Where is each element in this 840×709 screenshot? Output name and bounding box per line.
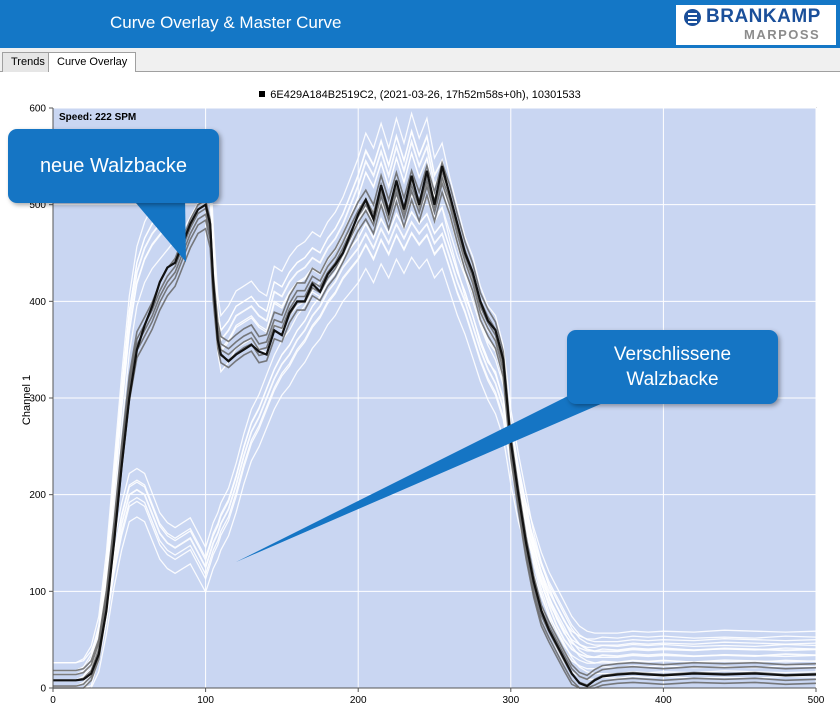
- callout-worn-pointer: [236, 390, 610, 562]
- overlay-curve-white: [53, 210, 817, 676]
- overlay-curve-dark: [53, 160, 817, 677]
- legend-label: 6E429A184B2519C2, (2021-03-26, 17h52m58s…: [270, 89, 581, 101]
- y-tick-label: 400: [29, 297, 46, 308]
- tab-trends[interactable]: Trends: [2, 52, 54, 72]
- x-tick-label: 300: [502, 695, 519, 706]
- legend-marker-icon: [259, 91, 266, 97]
- x-tick-label: 400: [655, 695, 672, 706]
- overlay-curve-dark: [53, 180, 817, 689]
- y-tick-label: 200: [29, 490, 46, 501]
- x-tick-label: 500: [808, 695, 825, 706]
- chart-legend: 6E429A184B2519C2, (2021-03-26, 17h52m58s…: [0, 89, 840, 101]
- title-bar: Curve Overlay & Master Curve BRANKAMP MA…: [0, 0, 840, 48]
- overlay-curve-white: [53, 193, 817, 664]
- callout-new-die-text: neue Walzbacke: [39, 155, 188, 177]
- y-tick-label: 500: [29, 200, 46, 211]
- x-tick-label: 100: [197, 695, 214, 706]
- callout-worn-die: Verschlissene Walzbacke: [567, 330, 778, 404]
- axes: 0 100 200 300 400 500 600 0 100 200 300 400 500: [29, 104, 824, 707]
- callout-new-pointer: [130, 196, 186, 262]
- callout-worn-die-line2: Walzbacke: [626, 369, 719, 390]
- brankamp-logo-icon: [684, 9, 701, 26]
- tab-bar: Trends Curve Overlay: [0, 48, 840, 73]
- callout-new-die: neue Walzbacke: [8, 129, 219, 203]
- y-tick-label: 600: [29, 104, 46, 115]
- tab-curve-overlay[interactable]: Curve Overlay: [48, 52, 137, 73]
- y-tick-label: 0: [40, 684, 46, 695]
- y-tick-label: 300: [29, 394, 46, 405]
- y-tick-label: 100: [29, 587, 46, 598]
- x-tick-label: 0: [50, 695, 56, 706]
- overlay-curve-white: [53, 220, 817, 682]
- logo-marposs-text: MARPOSS: [744, 27, 821, 42]
- app-title: Curve Overlay & Master Curve: [110, 13, 342, 32]
- master-curve: [53, 165, 817, 688]
- brand-logo: BRANKAMP MARPOSS: [676, 5, 836, 45]
- speed-annotation: Speed: 222 SPM: [59, 112, 136, 123]
- logo-brankamp-text: BRANKAMP: [706, 6, 821, 27]
- y-axis-label: Channel 1: [21, 375, 33, 425]
- callout-worn-die-line1: Verschlissene: [613, 344, 732, 365]
- x-tick-label: 200: [350, 695, 367, 706]
- overlay-curve-dark: [53, 189, 817, 689]
